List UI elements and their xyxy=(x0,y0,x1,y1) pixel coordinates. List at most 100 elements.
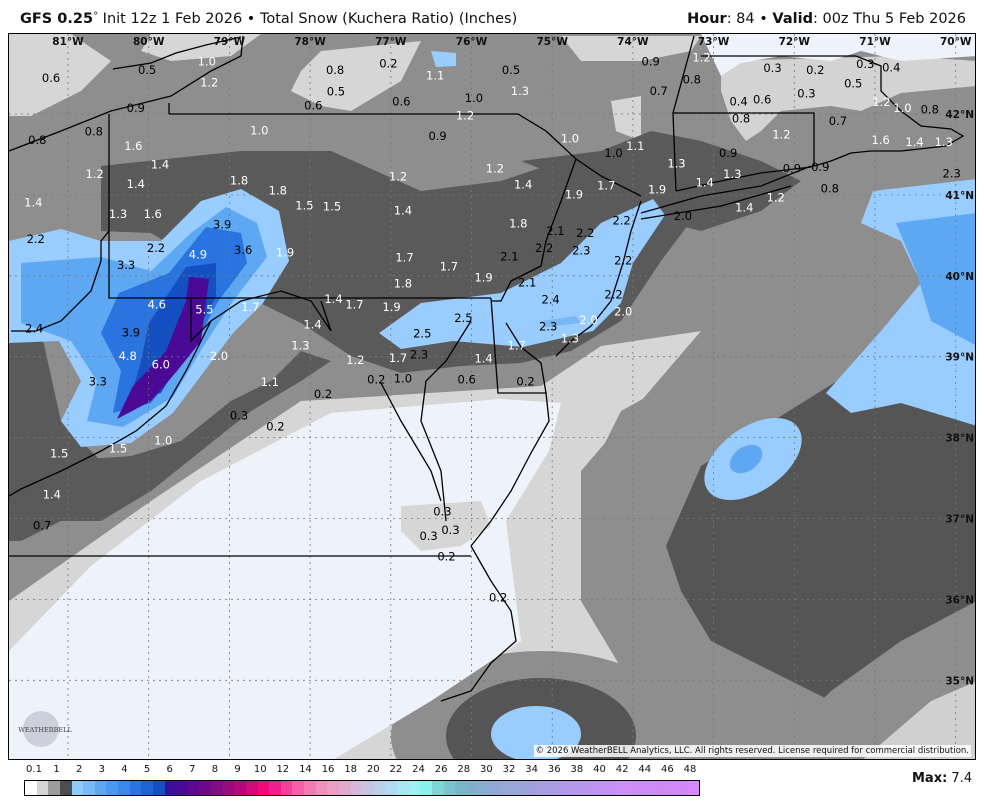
snow-value-label: 1.0 xyxy=(604,146,622,160)
color-legend: 0.1 1 2 3 4 5 6 7 8 9 10 12 14 16 18 20 22 24 26 28 30 32 34 36… xyxy=(24,764,700,796)
snow-value-label: 1.0 xyxy=(561,132,579,146)
snow-value-label: 2.0 xyxy=(674,209,692,223)
snow-value-label: 4.8 xyxy=(119,349,137,363)
shade-blue-light xyxy=(431,51,456,67)
delaware-river xyxy=(491,158,577,302)
snow-value-label: 0.9 xyxy=(811,160,829,174)
snow-value-label: 1.8 xyxy=(269,183,287,197)
snow-value-label: 0.8 xyxy=(921,102,939,116)
legend-colorbar xyxy=(24,780,700,796)
weatherbell-logo: WEATHERBELL xyxy=(18,711,72,747)
snow-value-label: 1.0 xyxy=(198,54,216,68)
snow-value-label: 3.3 xyxy=(89,374,107,388)
legend-tick: 6 xyxy=(166,764,173,775)
lake-ontario-shore xyxy=(112,36,242,70)
legend-color-cell xyxy=(652,781,665,795)
product-name: Total Snow (Kuchera Ratio) (Inches) xyxy=(259,11,518,27)
legend-color-cell xyxy=(118,781,130,795)
shade-blue-light xyxy=(379,199,665,349)
shade-light xyxy=(721,56,975,141)
snow-value-label: 1.3 xyxy=(109,207,127,221)
legend-color-cell xyxy=(129,781,142,795)
snow-value-label: 1.5 xyxy=(323,200,341,214)
legend-color-cell xyxy=(583,781,595,795)
shade-light xyxy=(141,34,261,61)
legend-tick: 18 xyxy=(344,764,358,775)
model-name: GFS 0.25 xyxy=(20,11,94,27)
snow-value-label: 4.9 xyxy=(189,247,207,261)
boundaries xyxy=(9,35,965,702)
lon-tick-label: 73°W xyxy=(698,36,730,48)
shade-blue xyxy=(729,444,763,474)
lake-erie-shore xyxy=(9,35,244,152)
snow-value-label: 0.6 xyxy=(458,372,476,386)
snow-value-label: 1.2 xyxy=(486,162,504,176)
snow-value-label: 1.6 xyxy=(144,207,162,221)
snow-value-label: 2.5 xyxy=(413,327,431,341)
legend-tick: 8 xyxy=(211,764,219,775)
legend-color-cell xyxy=(36,781,49,795)
legend-color-cell xyxy=(559,781,572,795)
max-label: Max: xyxy=(912,771,948,786)
delmarva-coast xyxy=(470,392,550,547)
legend-color-cell xyxy=(501,781,514,795)
snow-value-label: 4.6 xyxy=(148,297,166,311)
map-title: GFS 0.25° Init 12z 1 Feb 2026 • Total Sn… xyxy=(20,11,517,27)
snow-value-label: 1.3 xyxy=(561,331,579,345)
snow-value-label: 1.0 xyxy=(250,123,268,137)
legend-tick: 10 xyxy=(253,764,267,775)
legend-tick: 2 xyxy=(76,764,83,775)
snow-value-label: 2.2 xyxy=(576,226,594,240)
snow-value-label: 0.9 xyxy=(719,146,737,160)
snow-value-label: 0.8 xyxy=(683,73,701,87)
snow-value-label: 2.3 xyxy=(572,244,590,258)
snow-value-label: 1.2 xyxy=(85,167,103,181)
snowfall-map[interactable]: 81°W 80°W 79°W 78°W 77°W 76°W 75°W 74°W 73°W 72°W… xyxy=(8,33,976,760)
snow-value-label: 1.8 xyxy=(230,174,248,188)
snow-value-label: 0.6 xyxy=(304,98,322,112)
snow-value-label: 2.2 xyxy=(147,241,165,255)
snow-value-label: 0.6 xyxy=(42,71,60,85)
snow-value-label: 0.5 xyxy=(844,76,862,90)
snow-value-label: 0.2 xyxy=(314,387,332,401)
snow-value-label: 1.7 xyxy=(241,300,259,314)
legend-color-cell xyxy=(164,781,177,795)
snow-value-label: 2.1 xyxy=(518,276,536,290)
snow-value-label: 1.0 xyxy=(154,433,172,447)
shade-dark xyxy=(61,351,331,521)
snow-value-label: 2.1 xyxy=(500,250,518,264)
snow-value-label: 2.2 xyxy=(535,241,553,255)
legend-color-cell xyxy=(211,781,223,795)
shade-none xyxy=(9,399,561,759)
snow-value-label: 0.2 xyxy=(489,590,507,604)
shade-none xyxy=(701,34,975,76)
snow-value-label: 0.8 xyxy=(28,133,46,147)
legend-tick: 36 xyxy=(547,764,561,775)
snow-value-label: 2.1 xyxy=(546,224,564,238)
snow-value-label: 2.2 xyxy=(614,254,632,268)
valid-date: : 00z Thu 5 Feb 2026 xyxy=(812,11,966,27)
legend-color-cell xyxy=(606,781,618,795)
snow-value-label: 1.0 xyxy=(893,101,911,115)
legend-color-cell xyxy=(687,781,700,795)
snow-value-label: 1.9 xyxy=(382,300,400,314)
legend-color-cell xyxy=(292,781,304,795)
snow-value-label: 1.7 xyxy=(395,251,413,265)
snow-value-label: 2.0 xyxy=(614,305,632,319)
snow-value-label: 1.2 xyxy=(389,170,407,184)
snow-value-label: 0.3 xyxy=(230,408,248,422)
valid-time: Hour: 84 • Valid: 00z Thu 5 Feb 2026 xyxy=(687,11,966,27)
snow-value-label: 1.5 xyxy=(295,199,313,213)
legend-color-cell xyxy=(385,781,397,795)
legend-color-cell xyxy=(641,781,653,795)
snow-value-label: 1.4 xyxy=(474,352,492,366)
snow-value-label: 1.4 xyxy=(514,178,532,192)
snow-value-label: 1.2 xyxy=(767,191,785,205)
snow-value-label: 0.2 xyxy=(379,56,397,70)
legend-color-cell xyxy=(629,781,642,795)
snow-value-label: 1.9 xyxy=(474,271,492,285)
legend-tick: 0.1 xyxy=(26,764,42,775)
legend-color-cell xyxy=(617,781,630,795)
legend-tick: 22 xyxy=(389,764,403,775)
snow-value-labels: 1.00.60.51.20.90.80.8 1.61.41.21.41.41.3 1… xyxy=(24,51,961,605)
